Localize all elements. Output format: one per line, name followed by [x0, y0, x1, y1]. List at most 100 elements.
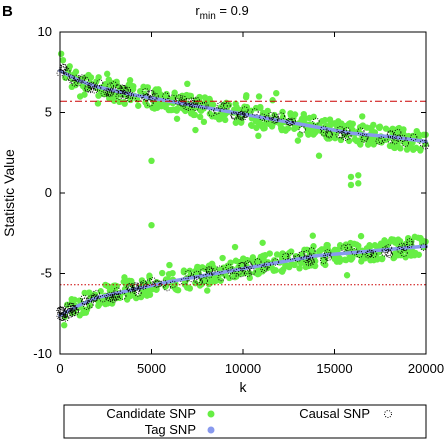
candidate-snp-point [280, 266, 287, 273]
causal-snp-point [298, 250, 306, 259]
candidate-snp-point [304, 129, 312, 136]
candidate-snp-point [95, 74, 102, 81]
causal-snp-point [148, 90, 156, 98]
legend-box [63, 404, 427, 439]
candidate-snp-point [172, 285, 179, 293]
candidate-snp-point [248, 122, 256, 129]
candidate-snp-point [402, 254, 409, 261]
panel-label: B [2, 3, 13, 20]
causal-snp-point [324, 249, 332, 257]
causal-snp-point [187, 274, 196, 283]
candidate-snp-point [255, 120, 262, 127]
candidate-snp-point [324, 242, 331, 249]
causal-snp-point [193, 276, 201, 284]
y-tick-label: 10 [38, 24, 52, 39]
candidate-snp-point [148, 286, 156, 293]
x-tick-label: 20000 [408, 361, 444, 376]
causal-snp-point [82, 302, 91, 310]
causal-snp-point [307, 258, 315, 266]
causal-snp-point [163, 283, 171, 292]
candidate-snp-point [296, 265, 303, 272]
causal-snp-point [355, 250, 364, 258]
candidate-snp-point [167, 106, 175, 114]
candidate-snp-point [116, 98, 123, 106]
candidate-snp-point [355, 172, 362, 179]
causal-snp-point [205, 267, 214, 275]
candidate-snp-point [266, 250, 273, 257]
causal-snp-point [99, 295, 107, 303]
causal-snp-point [140, 280, 148, 288]
causal-snp-point [338, 131, 346, 139]
causal-snp-point [86, 301, 94, 309]
candidate-snp-point [184, 80, 191, 88]
causal-snp-point [277, 112, 286, 120]
candidate-snp-point [111, 282, 119, 289]
causal-snp-point [68, 309, 76, 317]
tag-snp-series-lower [58, 244, 428, 318]
candidate-snp-point [169, 269, 176, 277]
causal-snp-point [281, 252, 290, 261]
legend-label-causal: Causal SNP [299, 406, 370, 421]
causal-snp-point [91, 293, 99, 302]
candidate-snp-point [144, 84, 152, 91]
causal-snp-point [271, 258, 280, 266]
candidate-snp-point [315, 152, 323, 159]
causal-snp-point [208, 109, 216, 117]
causal-snp-point [111, 290, 120, 298]
candidate-snp-point [219, 254, 226, 262]
candidate-snp-point [260, 125, 267, 132]
candidate-snp-point [173, 115, 181, 122]
causal-snp-point [205, 271, 213, 279]
causal-snp-point [270, 116, 279, 124]
candidate-snp-point [390, 254, 397, 262]
causal-snp-point [340, 244, 348, 252]
candidate-snp-point [243, 92, 250, 99]
candidate-snp-point [135, 102, 142, 109]
causal-snp-point [92, 289, 100, 298]
causal-snp-point [66, 302, 75, 310]
causal-snp-point [143, 93, 151, 101]
causal-snp-point [263, 261, 271, 269]
causal-snp-point [178, 99, 186, 107]
candidate-snp-point [85, 289, 93, 296]
causal-snp-point [132, 283, 140, 291]
causal-snp-point [406, 238, 414, 246]
candidate-snp-point [126, 77, 134, 84]
causal-snp-point [400, 249, 408, 257]
causal-snp-point [175, 94, 183, 102]
causal-snp-point [361, 133, 369, 142]
causal-snp-point [125, 94, 134, 102]
causal-snp-point [115, 92, 123, 100]
x-tick-label: 0 [56, 361, 63, 376]
candidate-snp-point [285, 249, 293, 257]
threshold-layer [60, 100, 426, 286]
causal-snp-point [241, 110, 250, 119]
legend-marker-candidate [207, 410, 215, 418]
candidate-snp-point [260, 253, 268, 260]
causal-snp-point [391, 137, 399, 145]
candidate-snp-point [127, 292, 134, 300]
candidate-snp-point [376, 123, 384, 130]
title-rest: = 0.9 [216, 3, 249, 18]
causal-snp-point [312, 117, 320, 126]
causal-snp-point [110, 81, 118, 89]
candidate-snp-point [146, 291, 154, 298]
causal-snp-point [58, 309, 67, 317]
causal-snp-point [87, 85, 95, 94]
candidate-snp-point [347, 173, 355, 181]
candidate-snp-point [121, 100, 128, 107]
causal-snp-point [319, 256, 328, 265]
candidate-snp-point [348, 240, 355, 248]
causal-snp-point [271, 113, 279, 121]
candidate-snp-point [171, 89, 178, 96]
candidate-snp-point [181, 281, 189, 288]
candidate-snp-point [292, 124, 299, 131]
candidate-snp-point [294, 137, 302, 144]
candidate-snp-point [365, 140, 372, 147]
candidate-snp-point [239, 257, 247, 264]
causal-snp-point [72, 74, 81, 83]
candidate-snp-point [146, 274, 153, 281]
causal-snp-point [118, 84, 127, 92]
causal-snp-point [394, 134, 403, 142]
causal-snp-point [220, 102, 228, 110]
